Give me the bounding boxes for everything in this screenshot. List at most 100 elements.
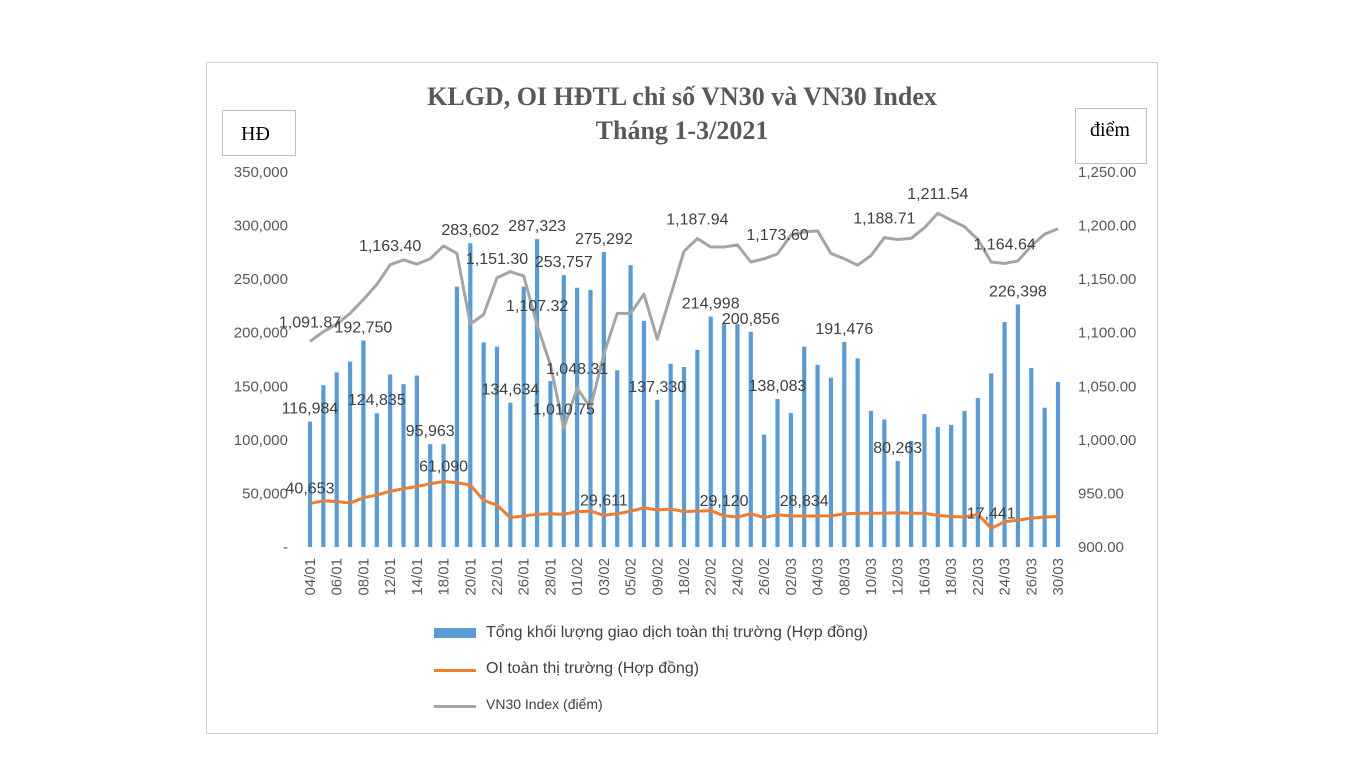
volume-bar — [842, 341, 847, 547]
volume-bar — [334, 372, 339, 547]
x-axis-tick-label: 18/01 — [436, 558, 453, 596]
volume-data-label: 226,398 — [989, 283, 1047, 300]
volume-data-label: 275,292 — [575, 231, 633, 248]
volume-bar — [1055, 382, 1061, 547]
volume-bar — [908, 440, 914, 547]
volume-bar — [575, 287, 580, 547]
volume-bar — [615, 370, 620, 547]
volume-bar — [441, 444, 446, 547]
vn30-index-line — [309, 211, 1059, 430]
legend-label-index: VN30 Index (điểm) — [486, 696, 603, 712]
volume-bar — [374, 413, 379, 547]
volume-bar — [868, 410, 874, 547]
volume-bar — [468, 243, 473, 547]
x-axis-tick-label: 04/01 — [302, 558, 319, 596]
oi-data-label: 61,090 — [419, 459, 468, 476]
volume-bar — [708, 316, 713, 547]
volume-bar — [802, 346, 807, 547]
oi-data-label: 17,441 — [967, 505, 1016, 522]
volume-bar — [775, 399, 780, 547]
x-axis-tick-label: 08/01 — [355, 558, 372, 596]
right-axis-tick-label: 1,200.00 — [1078, 218, 1136, 235]
x-axis-tick-label: 20/01 — [462, 558, 479, 596]
volume-bar — [681, 367, 687, 547]
x-axis-tick-label: 30/03 — [1050, 558, 1067, 596]
x-axis-tick-label: 18/03 — [943, 558, 960, 596]
volume-bar — [534, 239, 540, 547]
volume-bar — [922, 414, 927, 547]
volume-data-label: 80,263 — [873, 440, 922, 457]
x-axis-tick-label: 26/01 — [516, 558, 533, 596]
right-axis-tick-label: 1,000.00 — [1078, 432, 1136, 449]
volume-bar — [815, 364, 820, 547]
volume-bar — [695, 349, 700, 547]
right-axis-tick-label: 1,050.00 — [1078, 378, 1136, 395]
index-data-label: 1,211.54 — [907, 186, 968, 203]
volume-bar — [748, 331, 753, 547]
x-axis-tick-label: 08/03 — [836, 558, 853, 596]
left-axis-tick-label: - — [283, 539, 288, 556]
left-axis-unit-label: HĐ — [222, 110, 296, 156]
x-axis-tick-label: 24/02 — [729, 558, 746, 596]
volume-bar — [762, 434, 767, 547]
x-axis-tick-label: 26/03 — [1023, 558, 1040, 596]
x-axis-tick-label: 04/03 — [810, 558, 827, 596]
oi-data-label: 29,611 — [580, 492, 628, 509]
volume-bar — [989, 373, 994, 547]
volume-data-label: 124,835 — [348, 392, 406, 409]
volume-bar — [307, 421, 313, 547]
volume-bar — [388, 374, 393, 547]
volume-bar — [721, 323, 727, 547]
volume-bars — [307, 239, 1061, 548]
left-axis-tick-label: 350,000 — [234, 164, 288, 181]
volume-bar — [401, 384, 406, 547]
index-data-label: 1,163.40 — [359, 238, 421, 255]
volume-data-label: 116,984 — [282, 401, 339, 418]
index-data-label: 1,173.60 — [746, 227, 808, 244]
volume-bar — [935, 427, 940, 547]
chart-title: KLGD, OI HĐTL chỉ số VN30 và VN30 Index — [427, 82, 937, 111]
volume-bar — [655, 399, 660, 547]
volume-bar — [1002, 322, 1007, 547]
x-axis-tick-label: 16/03 — [916, 558, 933, 596]
volume-bar — [668, 363, 673, 547]
right-axis-tick-label: 1,150.00 — [1078, 271, 1136, 288]
volume-data-label: 134,634 — [481, 382, 539, 399]
volume-data-label: 214,998 — [682, 296, 740, 313]
index-data-label: 1,151.30 — [466, 251, 528, 268]
x-axis-tick-label: 22/01 — [489, 558, 506, 596]
index-data-label: 1,187.94 — [666, 212, 728, 229]
volume-bar — [1015, 304, 1021, 547]
volume-bar — [588, 289, 593, 547]
volume-bar — [949, 424, 954, 547]
volume-data-label: 283,602 — [441, 222, 499, 239]
volume-bar — [628, 265, 633, 547]
x-axis-tick-label: 12/01 — [382, 558, 399, 596]
index-data-label: 1,048.31 — [546, 361, 608, 378]
index-data-label: 1,091.87 — [279, 314, 341, 331]
volume-bar — [548, 380, 553, 547]
x-axis-tick-label: 14/01 — [409, 558, 426, 596]
volume-bar — [1029, 368, 1034, 547]
oi-data-label: 29,120 — [700, 493, 749, 510]
volume-bar — [895, 461, 900, 547]
x-axis-tick-label: 22/02 — [703, 558, 720, 596]
volume-bar — [414, 375, 419, 547]
volume-bar — [508, 402, 513, 547]
volume-data-label: 191,476 — [815, 321, 873, 338]
index-data-label: 1,164.64 — [973, 237, 1035, 254]
legend-swatch-volume — [434, 628, 476, 638]
left-axis-tick-label: 200,000 — [234, 325, 288, 342]
legend-swatch-oi — [434, 669, 476, 672]
volume-bar — [454, 286, 460, 547]
x-axis-tick-label: 10/03 — [863, 558, 880, 596]
left-axis-tick-label: 250,000 — [234, 271, 288, 288]
left-axis-tick-label: 300,000 — [234, 218, 288, 235]
right-axis-unit-label: điểm — [1075, 108, 1147, 164]
right-axis-tick-label: 900.00 — [1078, 539, 1124, 556]
volume-bar — [962, 410, 967, 547]
series-lines — [309, 211, 1059, 530]
volume-bar — [521, 286, 526, 547]
index-data-label: 1,010.75 — [533, 401, 595, 418]
volume-data-label: 253,757 — [535, 254, 593, 271]
